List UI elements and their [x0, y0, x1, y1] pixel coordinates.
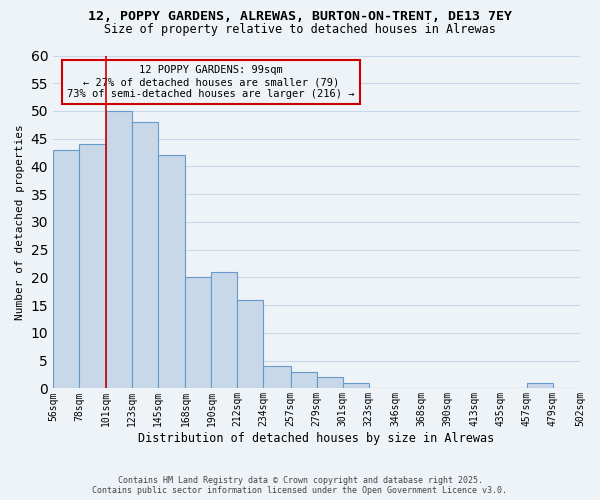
Bar — [79, 144, 106, 388]
Bar — [185, 278, 211, 388]
Bar — [290, 372, 317, 388]
Bar — [263, 366, 290, 388]
Text: Size of property relative to detached houses in Alrewas: Size of property relative to detached ho… — [104, 22, 496, 36]
X-axis label: Distribution of detached houses by size in Alrewas: Distribution of detached houses by size … — [139, 432, 494, 445]
Bar — [158, 156, 185, 388]
Bar — [238, 300, 263, 388]
Text: Contains HM Land Registry data © Crown copyright and database right 2025.
Contai: Contains HM Land Registry data © Crown c… — [92, 476, 508, 495]
Bar — [211, 272, 238, 388]
Bar — [317, 378, 343, 388]
Bar — [53, 150, 79, 388]
Bar — [106, 111, 132, 388]
Bar — [132, 122, 158, 388]
Bar — [343, 383, 368, 388]
Y-axis label: Number of detached properties: Number of detached properties — [15, 124, 25, 320]
Text: 12 POPPY GARDENS: 99sqm
← 27% of detached houses are smaller (79)
73% of semi-de: 12 POPPY GARDENS: 99sqm ← 27% of detache… — [67, 66, 355, 98]
Text: 12, POPPY GARDENS, ALREWAS, BURTON-ON-TRENT, DE13 7EY: 12, POPPY GARDENS, ALREWAS, BURTON-ON-TR… — [88, 10, 512, 23]
Bar — [527, 383, 553, 388]
